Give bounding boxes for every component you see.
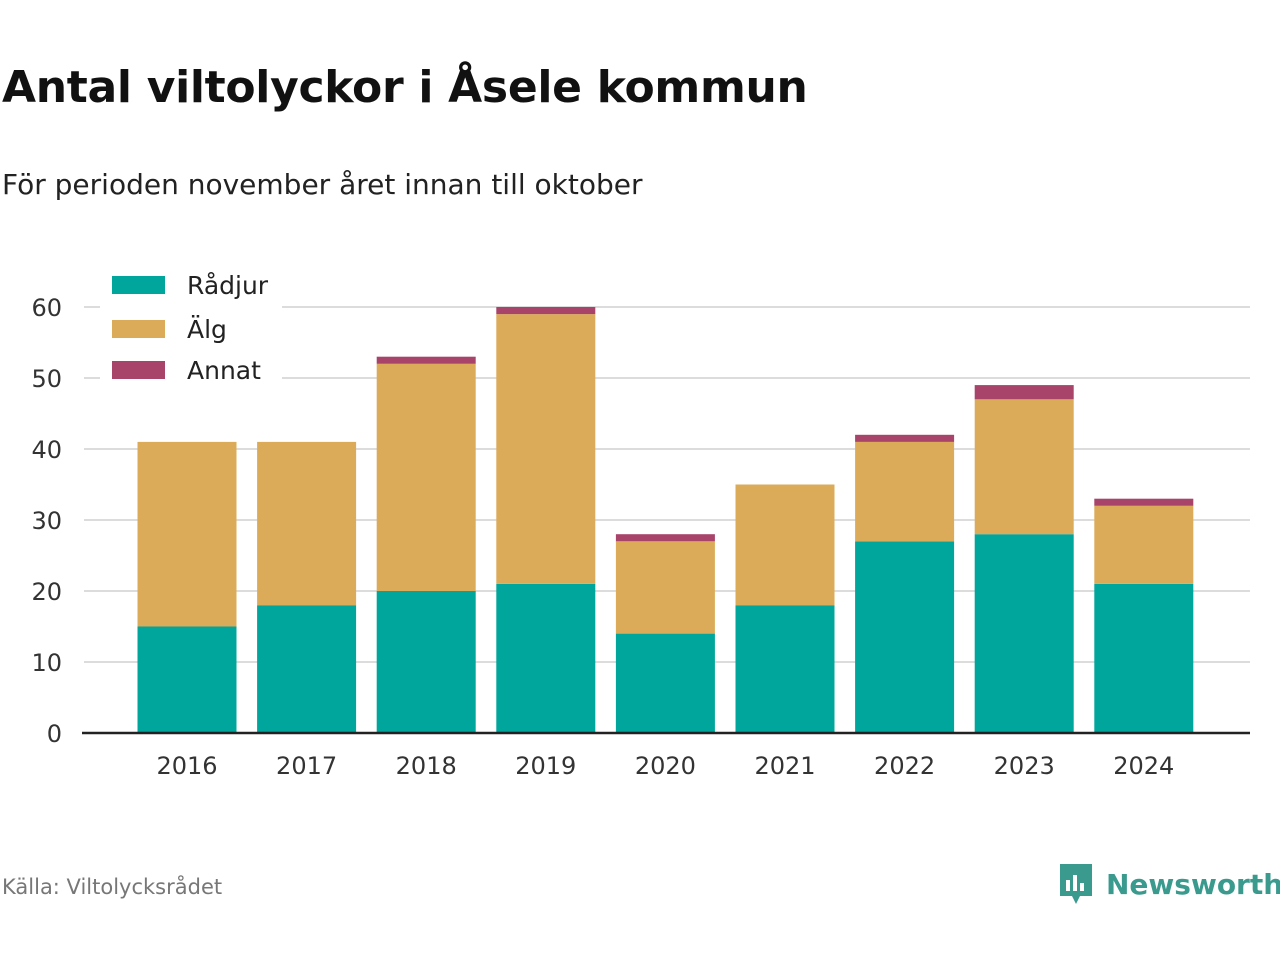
- y-tick-label: 60: [31, 294, 62, 322]
- bar-älg-2018: [376, 363, 476, 591]
- bar-annat-2023: [974, 385, 1074, 400]
- x-tick-label: 2019: [515, 752, 576, 780]
- bar-rådjur-2018: [376, 591, 476, 733]
- bar-chart-speech-bubble-icon: [1060, 864, 1092, 904]
- bar-annat-2018: [376, 356, 476, 364]
- x-tick-label: 2016: [156, 752, 217, 780]
- source-note: Källa: Viltolycksrådet: [2, 875, 223, 899]
- bar-rådjur-2022: [855, 541, 955, 733]
- bar-annat-2022: [855, 434, 955, 442]
- y-tick-label: 40: [31, 436, 62, 464]
- bar-älg-2019: [496, 314, 596, 584]
- bar-älg-2020: [615, 541, 715, 634]
- x-tick-label: 2018: [396, 752, 457, 780]
- y-tick-label: 0: [47, 720, 62, 748]
- bar-älg-2021: [735, 484, 835, 606]
- bar-älg-2024: [1094, 505, 1194, 584]
- legend-swatch-rådjur: [112, 276, 165, 294]
- chart-title: Antal viltolyckor i Åsele kommun: [2, 62, 808, 113]
- brand-name: Newsworthy: [1106, 867, 1280, 901]
- legend-label-rådjur: Rådjur: [187, 271, 269, 300]
- y-tick-label: 20: [31, 578, 62, 606]
- bar-rådjur-2020: [615, 633, 715, 733]
- bar-älg-2023: [974, 399, 1074, 535]
- bar-rådjur-2017: [257, 605, 357, 733]
- y-tick-label: 50: [31, 365, 62, 393]
- bar-rådjur-2023: [974, 534, 1074, 733]
- bar-rådjur-2021: [735, 605, 835, 733]
- bar-älg-2017: [257, 441, 357, 606]
- bar-rådjur-2016: [137, 626, 237, 733]
- x-tick-label: 2017: [276, 752, 337, 780]
- x-tick-label: 2023: [994, 752, 1055, 780]
- bar-annat-2019: [496, 307, 596, 315]
- chart-subtitle: För perioden november året innan till ok…: [2, 168, 643, 201]
- bar-rådjur-2019: [496, 583, 596, 733]
- bar-rådjur-2024: [1094, 583, 1194, 733]
- brand-logo: Newsworthy: [1058, 862, 1280, 906]
- x-tick-label: 2020: [635, 752, 696, 780]
- y-tick-label: 30: [31, 507, 62, 535]
- legend-label-annat: Annat: [187, 356, 261, 385]
- x-tick-label: 2024: [1113, 752, 1174, 780]
- bar-älg-2022: [855, 441, 955, 542]
- legend-swatch-älg: [112, 320, 165, 338]
- x-tick-label: 2022: [874, 752, 935, 780]
- bar-annat-2020: [615, 534, 715, 542]
- legend-swatch-annat: [112, 361, 165, 379]
- legend-label-älg: Älg: [187, 315, 227, 344]
- bar-älg-2016: [137, 441, 237, 627]
- x-tick-label: 2021: [754, 752, 815, 780]
- bar-annat-2024: [1094, 498, 1194, 506]
- y-tick-label: 10: [31, 649, 62, 677]
